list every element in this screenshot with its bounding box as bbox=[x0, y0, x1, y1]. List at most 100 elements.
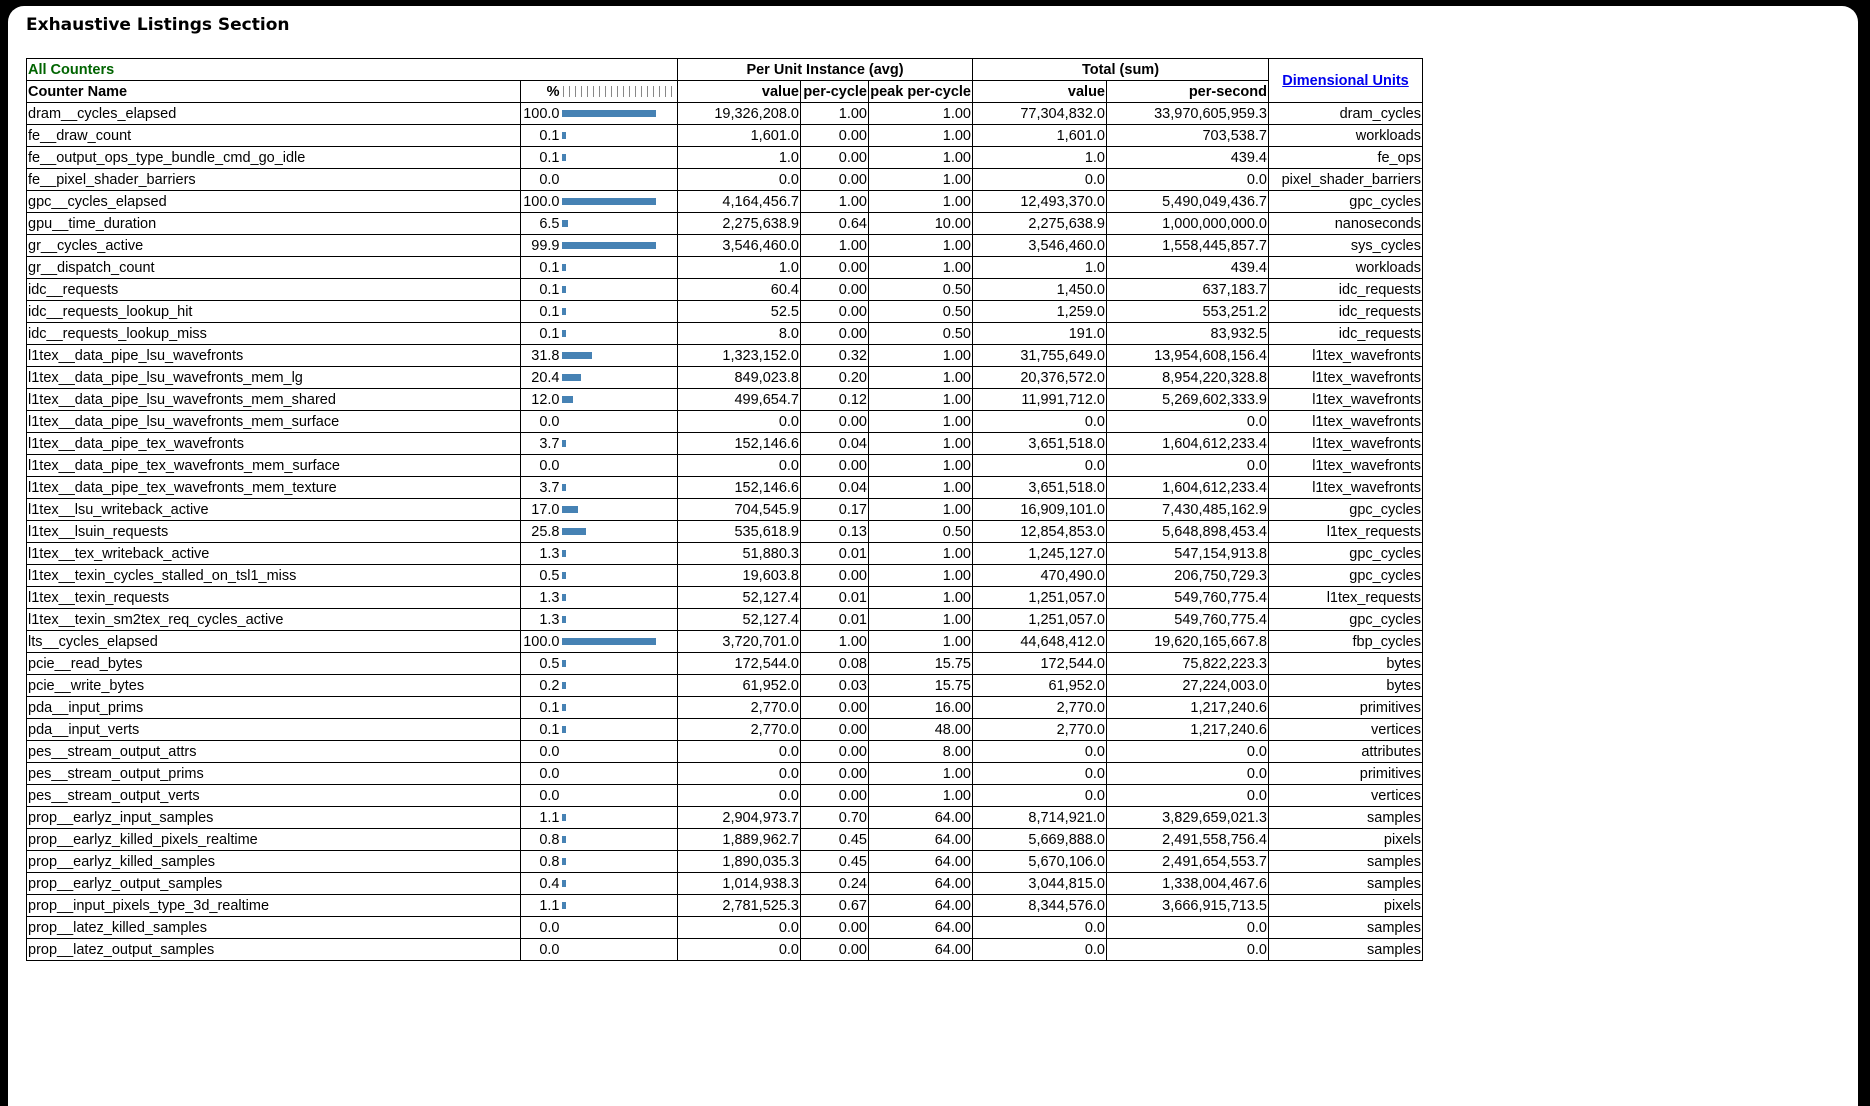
counter-unit: l1tex_wavefronts bbox=[1268, 388, 1423, 411]
counter-unit: l1tex_wavefronts bbox=[1268, 366, 1423, 389]
counter-name: prop__earlyz_input_samples bbox=[26, 806, 521, 829]
pct-bar bbox=[561, 352, 592, 359]
counter-per-cycle: 1.00 bbox=[800, 234, 869, 257]
counter-name: prop__earlyz_killed_pixels_realtime bbox=[26, 828, 521, 851]
counter-peak-per-cycle: 0.50 bbox=[868, 322, 973, 345]
counter-total: 1,601.0 bbox=[972, 124, 1107, 147]
counter-per-second: 0.0 bbox=[1106, 168, 1269, 191]
counter-value: 0.0 bbox=[677, 168, 801, 191]
counter-pct: 0.1 bbox=[520, 256, 561, 279]
counter-name: pcie__write_bytes bbox=[26, 674, 521, 697]
pct-bar-cell bbox=[560, 608, 678, 631]
counter-pct: 17.0 bbox=[520, 498, 561, 521]
counter-peak-per-cycle: 64.00 bbox=[868, 806, 973, 829]
counter-unit: workloads bbox=[1268, 124, 1423, 147]
counter-name: l1tex__data_pipe_lsu_wavefronts_mem_lg bbox=[26, 366, 521, 389]
counter-total: 3,651,518.0 bbox=[972, 432, 1107, 455]
counter-unit: gpc_cycles bbox=[1268, 564, 1423, 587]
counter-unit: samples bbox=[1268, 938, 1423, 961]
counter-pct: 0.0 bbox=[520, 762, 561, 785]
counter-total: 1,251,057.0 bbox=[972, 608, 1107, 631]
counter-name: l1tex__data_pipe_tex_wavefronts bbox=[26, 432, 521, 455]
pct-bar bbox=[561, 132, 566, 139]
counter-name: pda__input_prims bbox=[26, 696, 521, 719]
counter-name: pcie__read_bytes bbox=[26, 652, 521, 675]
table-row: lts__cycles_elapsed 100.0 3,720,701.0 1.00 1… bbox=[26, 630, 1423, 653]
counter-value: 2,781,525.3 bbox=[677, 894, 801, 917]
counter-peak-per-cycle: 1.00 bbox=[868, 586, 973, 609]
counter-per-second: 0.0 bbox=[1106, 784, 1269, 807]
pct-bar-cell bbox=[560, 894, 678, 917]
table-row: prop__latez_killed_samples 0.0 0.0 0.00 64.0… bbox=[26, 916, 1423, 939]
counter-name: fe__output_ops_type_bundle_cmd_go_idle bbox=[26, 146, 521, 169]
counter-per-cycle: 0.03 bbox=[800, 674, 869, 697]
table-row: prop__earlyz_input_samples 1.1 2,904,973.7… bbox=[26, 806, 1423, 829]
counter-value: 172,544.0 bbox=[677, 652, 801, 675]
counter-per-cycle: 0.12 bbox=[800, 388, 869, 411]
counter-value: 61,952.0 bbox=[677, 674, 801, 697]
counter-per-cycle: 0.00 bbox=[800, 256, 869, 279]
counter-unit: workloads bbox=[1268, 256, 1423, 279]
table-row: fe__output_ops_type_bundle_cmd_go_idle 0.… bbox=[26, 146, 1423, 169]
counter-peak-per-cycle: 1.00 bbox=[868, 344, 973, 367]
counter-value: 1,014,938.3 bbox=[677, 872, 801, 895]
counter-per-second: 703,538.7 bbox=[1106, 124, 1269, 147]
table-row: l1tex__data_pipe_lsu_wavefronts_mem_surf… bbox=[26, 410, 1423, 433]
pct-bar-cell bbox=[560, 916, 678, 939]
counter-per-second: 5,648,898,453.4 bbox=[1106, 520, 1269, 543]
counter-per-second: 1,217,240.6 bbox=[1106, 718, 1269, 741]
per-unit-instance-header: Per Unit Instance (avg) bbox=[677, 58, 973, 81]
counter-total: 8,714,921.0 bbox=[972, 806, 1107, 829]
counter-per-cycle: 1.00 bbox=[800, 190, 869, 213]
pct-bar-cell bbox=[560, 652, 678, 675]
counter-per-second: 439.4 bbox=[1106, 256, 1269, 279]
pct-bar bbox=[561, 264, 566, 271]
counter-total: 31,755,649.0 bbox=[972, 344, 1107, 367]
pct-bar-cell bbox=[560, 674, 678, 697]
counter-unit: vertices bbox=[1268, 718, 1423, 741]
counter-name: l1tex__texin_sm2tex_req_cycles_active bbox=[26, 608, 521, 631]
pct-bar-cell bbox=[560, 476, 678, 499]
table-row: idc__requests_lookup_miss 0.1 8.0 0.00 0.50 1… bbox=[26, 322, 1423, 345]
counter-name: l1tex__data_pipe_lsu_wavefronts_mem_shar… bbox=[26, 388, 521, 411]
counter-pct: 3.7 bbox=[520, 432, 561, 455]
counter-value: 2,770.0 bbox=[677, 718, 801, 741]
counter-peak-per-cycle: 64.00 bbox=[868, 938, 973, 961]
counter-peak-per-cycle: 15.75 bbox=[868, 652, 973, 675]
counter-total: 0.0 bbox=[972, 762, 1107, 785]
counter-per-second: 547,154,913.8 bbox=[1106, 542, 1269, 565]
pct-bar bbox=[561, 858, 566, 865]
pct-bar-cell bbox=[560, 234, 678, 257]
counter-total: 1.0 bbox=[972, 146, 1107, 169]
counter-per-second: 13,954,608,156.4 bbox=[1106, 344, 1269, 367]
counter-pct: 0.0 bbox=[520, 740, 561, 763]
dimensional-units-link[interactable]: Dimensional Units bbox=[1282, 72, 1409, 89]
counter-peak-per-cycle: 1.00 bbox=[868, 432, 973, 455]
counter-total: 172,544.0 bbox=[972, 652, 1107, 675]
pct-bar-cell bbox=[560, 586, 678, 609]
counter-unit: idc_requests bbox=[1268, 278, 1423, 301]
counter-unit: samples bbox=[1268, 916, 1423, 939]
counter-per-cycle: 0.20 bbox=[800, 366, 869, 389]
counter-total: 2,770.0 bbox=[972, 718, 1107, 741]
pct-bar bbox=[561, 242, 656, 249]
counter-peak-per-cycle: 1.00 bbox=[868, 762, 973, 785]
counter-name: prop__latez_killed_samples bbox=[26, 916, 521, 939]
pct-bar bbox=[561, 308, 566, 315]
counter-per-cycle: 0.01 bbox=[800, 586, 869, 609]
counter-per-second: 553,251.2 bbox=[1106, 300, 1269, 323]
counter-per-second: 637,183.7 bbox=[1106, 278, 1269, 301]
counter-per-second: 0.0 bbox=[1106, 916, 1269, 939]
counter-per-cycle: 0.67 bbox=[800, 894, 869, 917]
counter-total: 2,275,638.9 bbox=[972, 212, 1107, 235]
counter-value: 52,127.4 bbox=[677, 608, 801, 631]
counter-total: 1,450.0 bbox=[972, 278, 1107, 301]
counter-peak-per-cycle: 1.00 bbox=[868, 146, 973, 169]
pct-bar-cell bbox=[560, 454, 678, 477]
counter-unit: primitives bbox=[1268, 696, 1423, 719]
counter-peak-per-cycle: 1.00 bbox=[868, 784, 973, 807]
pct-bar-cell bbox=[560, 410, 678, 433]
table-row: l1tex__lsuin_requests 25.8 535,618.9 0.13 0.… bbox=[26, 520, 1423, 543]
pct-bar bbox=[561, 572, 566, 579]
counter-per-second: 1,338,004,467.6 bbox=[1106, 872, 1269, 895]
